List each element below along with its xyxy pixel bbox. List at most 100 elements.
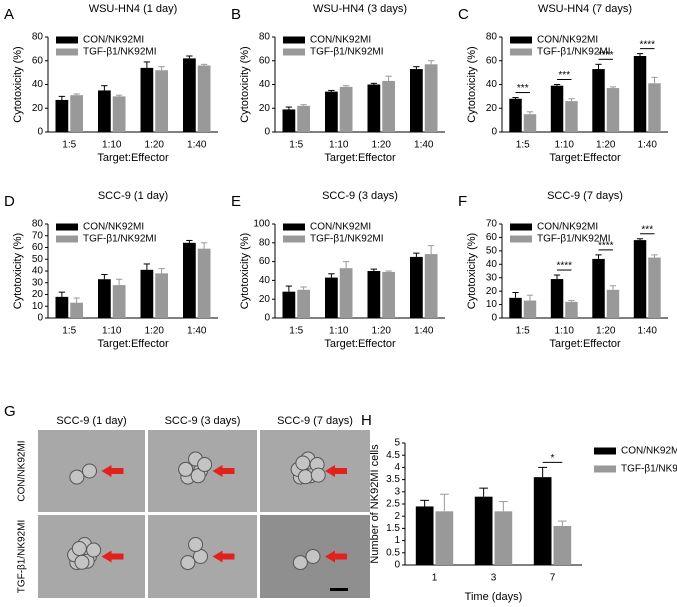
legend-swatch: [283, 235, 305, 243]
cell: [71, 541, 87, 557]
legend-swatch: [56, 36, 78, 44]
column-title: SCC-9 (1 day): [56, 415, 126, 427]
y-tick-label: 0: [37, 313, 43, 324]
legend-swatch: [594, 447, 616, 455]
bar: [297, 289, 310, 318]
cell: [69, 469, 85, 485]
x-axis-label: Target:Effector: [324, 338, 396, 350]
cell: [295, 455, 311, 471]
legend-label: CON/NK92MI: [537, 222, 598, 233]
y-tick-label: 0.5: [386, 547, 400, 558]
panel-letter: C: [458, 6, 469, 23]
chart-title: WSU-HN4 (1 day): [89, 3, 178, 15]
bar: [339, 86, 353, 132]
error-bar: [115, 278, 123, 286]
error-bar: [651, 254, 658, 258]
error-bar: [568, 98, 575, 102]
x-tick-label: 3: [491, 573, 497, 584]
x-tick-label: 1:20: [372, 326, 392, 337]
error-bar: [186, 239, 193, 243]
cell: [305, 549, 321, 564]
cell: [178, 461, 194, 477]
y-tick-label: 0: [491, 313, 497, 324]
error-bar: [143, 263, 151, 270]
x-tick-label: 1:40: [187, 140, 207, 151]
column-title: SCC-9 (7 days): [277, 415, 353, 427]
error-bar: [342, 85, 350, 87]
arrow: [212, 550, 235, 563]
x-axis-label: Target:Effector: [97, 152, 169, 164]
error-bar: [158, 268, 165, 274]
x-tick-label: 1:40: [638, 326, 658, 337]
panel-letter: H: [361, 412, 372, 429]
micrograph: [260, 515, 370, 598]
bar: [509, 297, 522, 318]
x-tick-label: 1:5: [289, 140, 303, 151]
bar: [367, 271, 381, 318]
legend-swatch: [594, 465, 616, 473]
cell: [86, 542, 102, 558]
significance-label: ****: [639, 39, 655, 50]
x-tick-label: 1: [432, 573, 438, 584]
y-tick-label: 40: [259, 79, 271, 90]
x-tick-label: 1:20: [596, 326, 616, 337]
bar: [550, 85, 564, 132]
error-bar: [300, 104, 307, 106]
cell: [197, 457, 213, 473]
chart-title: WSU-HN4 (7 days): [538, 3, 632, 15]
cell: [188, 537, 204, 553]
error-bar: [609, 285, 617, 290]
error-bar: [328, 89, 335, 92]
legend-swatch: [283, 36, 305, 44]
error-bar: [609, 86, 617, 89]
x-tick-label: 1:20: [596, 140, 616, 151]
error-bar: [385, 270, 392, 272]
y-tick-label: 50: [486, 245, 498, 256]
bar: [565, 301, 578, 318]
cell: [82, 463, 97, 479]
legend-label: TGF-β1/NK92MI: [537, 47, 611, 58]
y-axis-label: Cytotoxicity (%): [239, 46, 251, 122]
bar: [533, 477, 552, 565]
y-tick-label: 3: [394, 486, 400, 497]
error-bar: [58, 95, 66, 100]
y-tick-label: 0: [37, 127, 43, 138]
error-bar: [568, 300, 575, 302]
y-tick-label: 0: [264, 127, 270, 138]
legend-label: TGF-β1/NK92MI: [83, 47, 157, 58]
error-bar: [553, 84, 561, 86]
y-axis-label: Cytotoxicity (%): [12, 233, 24, 309]
bar: [112, 285, 126, 318]
chart-title: SCC-9 (1 day): [98, 190, 168, 202]
chart-title: SCC-9 (7 days): [547, 190, 623, 202]
error-bar: [526, 111, 534, 115]
y-tick-label: 30: [32, 277, 44, 288]
bar: [339, 268, 353, 318]
y-tick-label: 0: [394, 560, 400, 571]
significance-label: ****: [598, 50, 614, 61]
bar: [112, 96, 126, 132]
y-axis-label: Cytotoxicity (%): [466, 233, 478, 309]
panel-letter: G: [4, 403, 16, 420]
error-bar: [512, 97, 519, 99]
bar: [325, 91, 338, 132]
legend-label: TGF-β1/NK92MI: [310, 47, 384, 58]
error-bar: [186, 55, 193, 59]
x-tick-label: 1:40: [414, 326, 434, 337]
legend-label: CON/NK92MI: [310, 35, 371, 46]
bar: [98, 279, 111, 318]
legend-label: CON/NK92MI: [310, 222, 371, 233]
bar: [606, 289, 620, 318]
x-axis-label: Target:Effector: [97, 338, 169, 350]
x-tick-label: 1:10: [329, 326, 349, 337]
y-axis-label: Cytotoxicity (%): [239, 233, 251, 309]
error-bar: [557, 520, 567, 526]
bar: [410, 256, 423, 318]
x-tick-label: 1:10: [555, 140, 575, 151]
error-bar: [427, 60, 435, 65]
y-tick-label: 10: [32, 301, 44, 312]
error-bar: [420, 499, 430, 507]
bar: [550, 279, 564, 318]
micrograph: [260, 430, 370, 512]
bar: [382, 80, 395, 132]
